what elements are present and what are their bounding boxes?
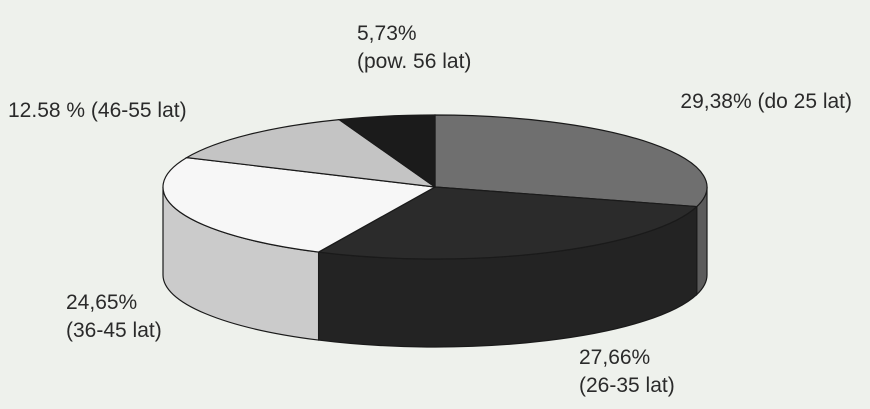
pie-slice-0 xyxy=(434,114,708,208)
pie-label-2-line-1: (36-45 lat) xyxy=(66,319,162,342)
pie-slice-3 xyxy=(184,118,436,188)
pie-label-4-line-1: (pow. 56 lat) xyxy=(357,50,471,73)
pie-slice-1 xyxy=(316,186,699,260)
pie-sides xyxy=(162,186,708,348)
pie-label-1-line-1: (26-35 lat) xyxy=(579,374,675,397)
pie-tops xyxy=(162,114,708,260)
pie-slice-2 xyxy=(162,156,437,253)
pie-label-4-line-0: 5,73% xyxy=(357,22,417,45)
pie-label-2-line-0: 24,65% xyxy=(66,291,137,314)
pie-label-1-line-0: 27,66% xyxy=(579,346,650,369)
pie-label-0-line-0: 29,38% (do 25 lat) xyxy=(680,90,852,113)
pie-label-3-line-0: 12.58 % (46-55 lat) xyxy=(8,99,187,122)
pie-labels: 29,38% (do 25 lat) 27,66% (26-35 lat) 24,65… xyxy=(8,22,852,397)
pie-slice-4 xyxy=(337,114,436,189)
